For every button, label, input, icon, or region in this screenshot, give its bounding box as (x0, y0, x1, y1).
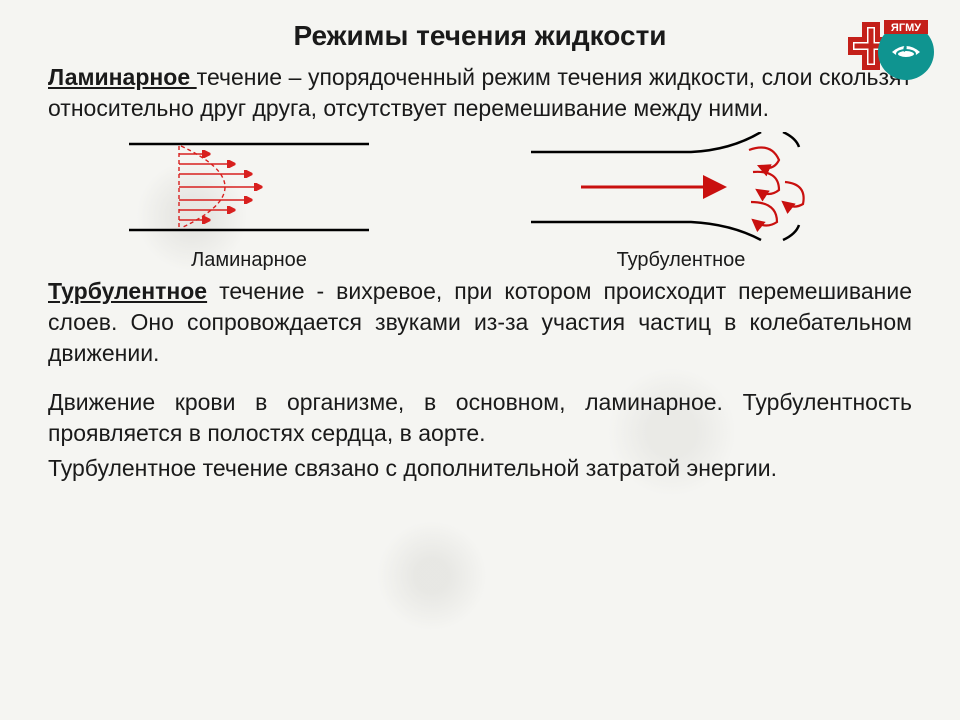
logo-text: ЯГМУ (891, 22, 921, 34)
turbulent-term: Турбулентное (48, 278, 207, 304)
laminar-diagram: Ламинарное (119, 132, 379, 272)
laminar-definition: Ламинарное течение – упорядоченный режим… (48, 62, 912, 124)
university-logo: ЯГМУ (848, 18, 938, 82)
turbulent-definition: Турбулентное течение - вихревое, при кот… (48, 276, 912, 369)
laminar-term: Ламинарное (48, 64, 197, 90)
energy-text: Турбулентное течение связано с дополните… (48, 453, 912, 484)
page-title: Режимы течения жидкости (48, 20, 912, 52)
turbulent-diagram: Турбулентное (521, 132, 841, 272)
blood-flow-text: Движение крови в организме, в основном, … (48, 387, 912, 449)
turbulent-label: Турбулентное (521, 249, 841, 272)
laminar-label: Ламинарное (119, 249, 379, 272)
